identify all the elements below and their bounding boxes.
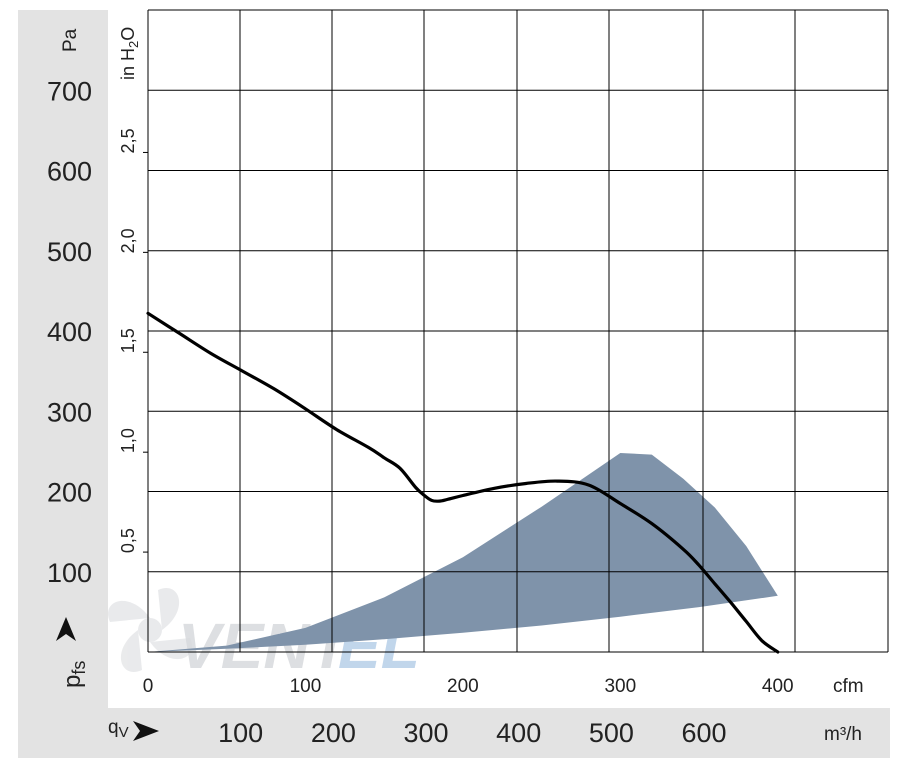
y-tick-inh2o: 0,5 — [118, 528, 138, 553]
x-tick-cfm: 100 — [290, 676, 322, 697]
x-tick-m3h: 500 — [589, 718, 634, 748]
y-tick-pa: 400 — [47, 317, 92, 347]
x-tick-cfm: 300 — [604, 676, 636, 697]
x-symbol-qv: qV — [108, 717, 129, 741]
y-unit-pa: Pa — [60, 28, 81, 52]
x-tick-cfm: 400 — [762, 676, 794, 697]
x-tick-m3h: 300 — [403, 718, 448, 748]
x-unit-cfm: cfm — [833, 676, 864, 697]
x-tick-m3h: 600 — [682, 718, 727, 748]
x-tick-cfm: 0 — [143, 676, 154, 697]
x-symbol-main: q — [108, 717, 119, 738]
y-tick-pa: 700 — [47, 76, 92, 106]
x-unit-m3h: m³/h — [824, 724, 862, 745]
y-symbol-main: p — [59, 675, 86, 688]
x-axis-cfm-ticks: 0 100 200 300 400 — [143, 676, 794, 697]
x-tick-m3h: 200 — [311, 718, 356, 748]
y-tick-pa: 100 — [47, 558, 92, 588]
bottom-panel — [18, 708, 890, 758]
y-axis-inh2o-ticks: 2,5 2,0 1,5 1,0 0,5 — [118, 128, 148, 553]
y-tick-inh2o: 1,0 — [118, 428, 138, 453]
y-tick-pa: 300 — [47, 397, 92, 427]
y-unit-inh2o: in H2O — [118, 27, 141, 80]
watermark-fan-icon — [108, 588, 192, 672]
y-unit-inh2o-tail: O — [118, 27, 138, 41]
y-tick-inh2o: 2,5 — [118, 128, 138, 153]
y-tick-inh2o: 2,0 — [118, 228, 138, 253]
x-axis-m3h-ticks: 100 200 300 400 500 600 — [218, 718, 726, 748]
y-tick-inh2o: 1,5 — [118, 328, 138, 353]
y-symbol-sub: fs — [69, 661, 89, 675]
y-tick-pa: 200 — [47, 478, 92, 508]
x-tick-m3h: 100 — [218, 718, 263, 748]
x-tick-m3h: 400 — [496, 718, 541, 748]
y-arrow-icon — [56, 617, 76, 641]
x-arrow-icon — [133, 721, 159, 741]
x-symbol-sub: V — [119, 724, 129, 741]
left-panel — [18, 10, 108, 708]
grid — [147, 9, 889, 653]
y-symbol-pfs: pfs — [59, 661, 89, 688]
performance-curve — [146, 311, 780, 654]
y-tick-pa: 600 — [47, 157, 92, 187]
y-unit-inh2o-main: in H — [118, 48, 138, 80]
y-unit-inh2o-sub: 2 — [126, 41, 141, 48]
y-tick-pa: 500 — [47, 237, 92, 267]
y-axis-pa-ticks: 700 600 500 400 300 200 100 — [47, 76, 92, 588]
x-tick-cfm: 200 — [447, 676, 479, 697]
